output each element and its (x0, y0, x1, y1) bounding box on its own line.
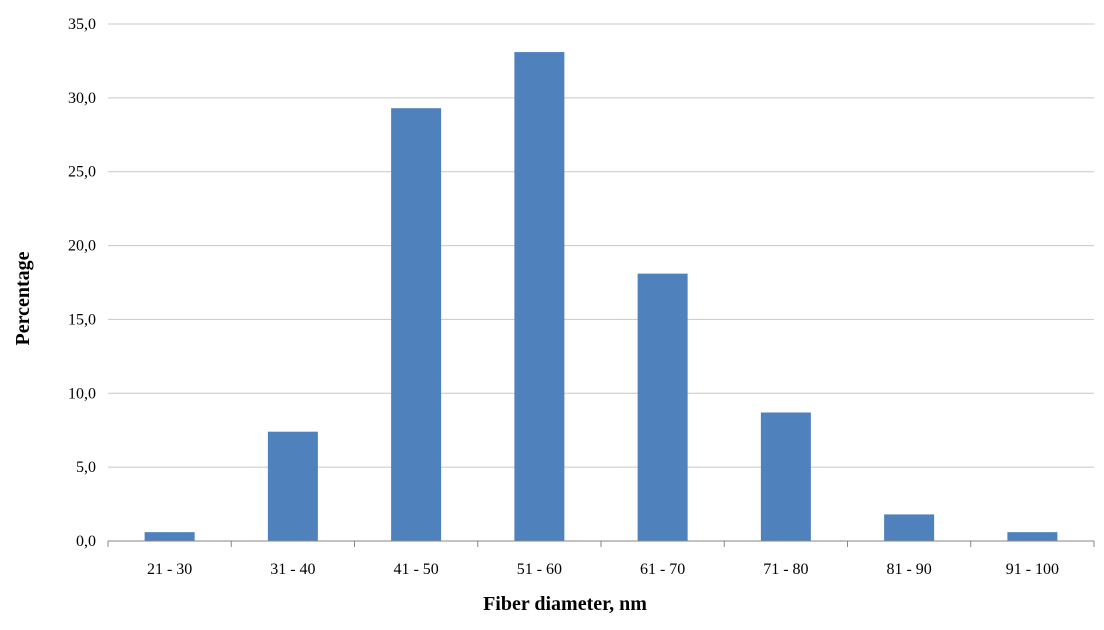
y-tick-labels: 0,0 5,0 10,0 15,0 20,0 25,0 30,0 35,0 (68, 16, 96, 550)
x-tick-label: 21 - 30 (147, 561, 192, 578)
bar-31-40 (267, 431, 318, 541)
x-tick-label: 31 - 40 (270, 561, 315, 578)
bar-51-60 (514, 52, 565, 542)
bar-41-50 (391, 108, 442, 541)
x-tick-label: 91 - 100 (1006, 561, 1059, 578)
x-axis-title: Fiber diameter, nm (483, 593, 647, 615)
x-tick-label: 71 - 80 (763, 561, 808, 578)
x-tick-labels: 21 - 30 31 - 40 41 - 50 51 - 60 61 - 70 71 - … (147, 561, 1059, 578)
y-tick-label: 5,0 (76, 459, 96, 476)
y-tick-label: 25,0 (68, 164, 96, 181)
y-tick-label: 20,0 (68, 238, 96, 255)
bar-91-100 (1007, 532, 1058, 541)
bar-21-30 (144, 532, 195, 541)
bar-71-80 (760, 412, 811, 541)
bar-81-90 (884, 514, 935, 541)
y-tick-label: 30,0 (68, 90, 96, 107)
y-axis-title: Percentage (12, 251, 34, 345)
x-tick-label: 61 - 70 (640, 561, 685, 578)
bar-61-70 (637, 273, 688, 541)
x-tick-label: 41 - 50 (393, 561, 438, 578)
y-tick-label: 15,0 (68, 311, 96, 328)
y-tick-label: 0,0 (76, 533, 96, 550)
y-tick-label: 35,0 (68, 16, 96, 33)
y-tick-label: 10,0 (68, 385, 96, 402)
x-tick-label: 81 - 90 (886, 561, 931, 578)
bars (144, 52, 1058, 542)
gridlines (108, 23, 1094, 468)
x-tick-label: 51 - 60 (517, 561, 562, 578)
axes (107, 540, 1095, 547)
